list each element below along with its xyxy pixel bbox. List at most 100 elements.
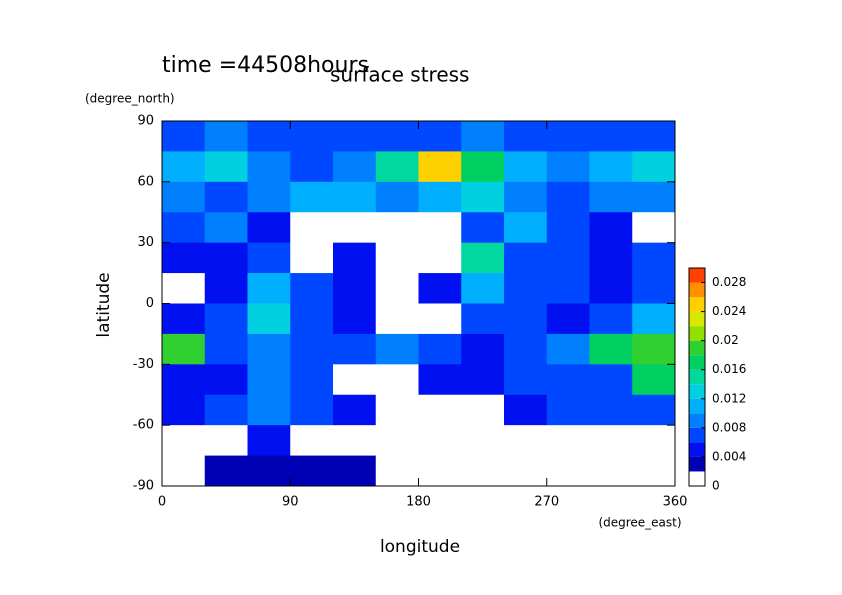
cell bbox=[418, 303, 462, 335]
cell bbox=[589, 425, 633, 457]
cell bbox=[375, 394, 419, 426]
cell bbox=[247, 273, 291, 304]
cell bbox=[632, 364, 676, 396]
cell bbox=[375, 242, 419, 274]
x-tick-label: 90 bbox=[282, 495, 299, 510]
cell bbox=[333, 242, 377, 274]
cell bbox=[204, 303, 248, 335]
colorbar-frame bbox=[688, 267, 706, 487]
colorbar-band bbox=[689, 369, 705, 385]
cell bbox=[247, 242, 291, 274]
cell bbox=[290, 364, 334, 396]
cell bbox=[204, 425, 248, 457]
colorbar-band bbox=[689, 442, 705, 457]
cell bbox=[333, 425, 377, 457]
cell bbox=[162, 151, 206, 183]
colorbar-band bbox=[689, 340, 705, 356]
cell bbox=[162, 121, 206, 152]
cell bbox=[504, 333, 548, 365]
cell bbox=[504, 121, 548, 152]
cell bbox=[589, 273, 633, 304]
cell bbox=[504, 212, 548, 244]
cell bbox=[247, 425, 291, 457]
colorbar-band bbox=[689, 355, 705, 370]
cell bbox=[247, 121, 291, 152]
y-axis-label: latitude bbox=[94, 272, 114, 337]
cell bbox=[375, 181, 419, 213]
cell bbox=[204, 121, 248, 152]
colorbar-band bbox=[689, 471, 705, 486]
cell bbox=[290, 425, 334, 457]
cell bbox=[632, 303, 676, 335]
cell bbox=[418, 425, 462, 457]
cell bbox=[290, 303, 334, 335]
cell bbox=[504, 455, 548, 487]
cell bbox=[418, 181, 462, 213]
x-tick-label: 180 bbox=[406, 495, 431, 510]
cell bbox=[290, 273, 334, 304]
cell bbox=[162, 181, 206, 213]
chart-title: surface stress bbox=[330, 63, 469, 87]
cell bbox=[333, 303, 377, 335]
cell bbox=[247, 394, 291, 426]
y-unit: (degree_north) bbox=[85, 92, 175, 106]
cell bbox=[162, 242, 206, 274]
cell bbox=[461, 425, 505, 457]
chart-subtitle: time =44508hours bbox=[162, 53, 369, 78]
cell bbox=[290, 455, 334, 487]
cell bbox=[461, 242, 505, 274]
cell bbox=[418, 273, 462, 304]
cell bbox=[204, 151, 248, 183]
x-tick-label: 0 bbox=[158, 495, 166, 510]
cell bbox=[204, 273, 248, 304]
cell bbox=[504, 394, 548, 426]
cell bbox=[247, 364, 291, 396]
y-tick-label: 30 bbox=[137, 235, 154, 250]
cell bbox=[546, 364, 590, 396]
colorbar-tick-label: 0.004 bbox=[712, 449, 746, 463]
cell bbox=[375, 121, 419, 152]
cell bbox=[375, 212, 419, 244]
cell bbox=[632, 212, 676, 244]
cell bbox=[546, 242, 590, 274]
cell bbox=[162, 394, 206, 426]
cell bbox=[546, 455, 590, 487]
cell bbox=[461, 455, 505, 487]
x-tick-label: 270 bbox=[534, 495, 559, 510]
cell bbox=[504, 303, 548, 335]
cell bbox=[546, 303, 590, 335]
cell bbox=[589, 455, 633, 487]
cell bbox=[461, 151, 505, 183]
colorbar-band bbox=[689, 282, 705, 298]
cell bbox=[290, 121, 334, 152]
cell bbox=[204, 212, 248, 244]
cell bbox=[589, 181, 633, 213]
cell bbox=[162, 212, 206, 244]
y-tick-label: -60 bbox=[133, 418, 154, 433]
cell bbox=[204, 364, 248, 396]
y-tick-label: 60 bbox=[137, 174, 154, 189]
x-tick-label: 360 bbox=[663, 495, 688, 510]
cell bbox=[247, 151, 291, 183]
cell bbox=[162, 425, 206, 457]
cell bbox=[375, 455, 419, 487]
cell bbox=[546, 333, 590, 365]
cell bbox=[162, 303, 206, 335]
cell bbox=[247, 181, 291, 213]
cell bbox=[333, 333, 377, 365]
cell bbox=[546, 425, 590, 457]
cell bbox=[204, 455, 248, 487]
cell bbox=[632, 151, 676, 183]
cell bbox=[632, 455, 676, 487]
cell bbox=[589, 333, 633, 365]
cell bbox=[418, 364, 462, 396]
cell bbox=[290, 151, 334, 183]
colorbar-band bbox=[689, 268, 705, 283]
cell bbox=[461, 303, 505, 335]
cell bbox=[333, 121, 377, 152]
cell bbox=[290, 181, 334, 213]
cell bbox=[546, 181, 590, 213]
cell bbox=[504, 242, 548, 274]
y-tick-label: -90 bbox=[133, 479, 154, 494]
